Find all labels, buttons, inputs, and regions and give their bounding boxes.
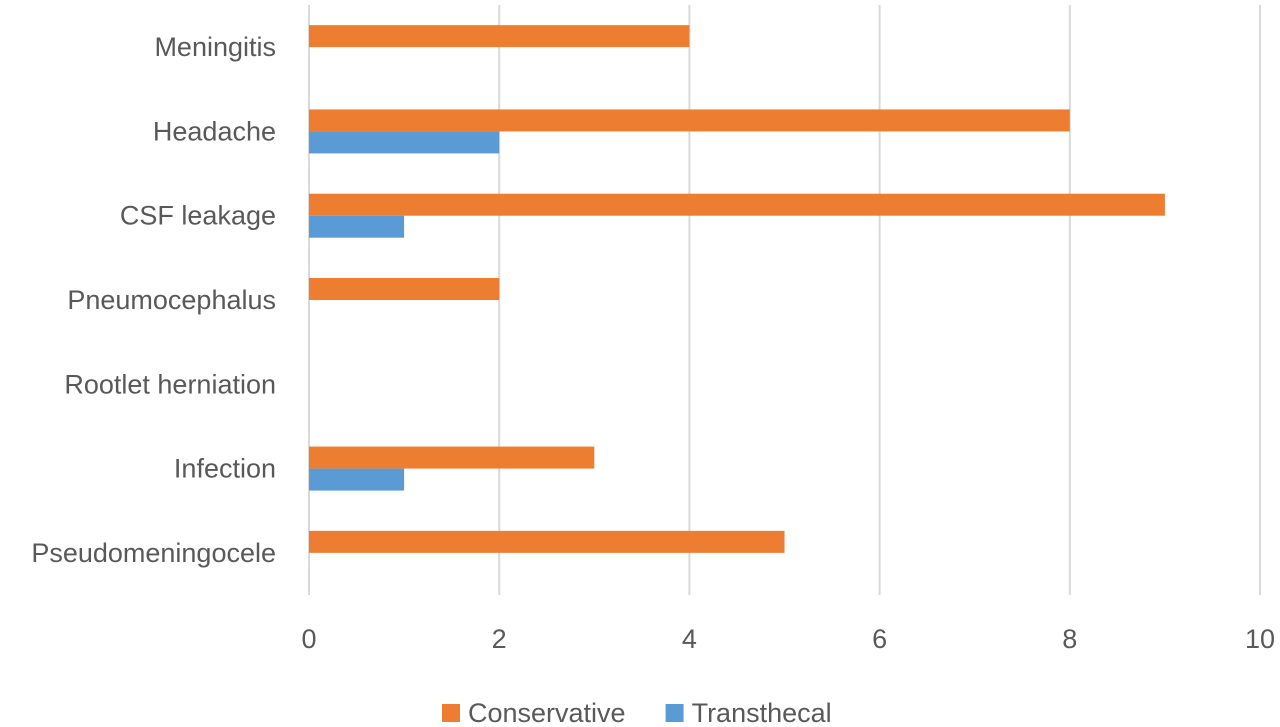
category-labels: Meningitis Headache CSF leakage Pneumocepha… xyxy=(31,32,276,568)
category-label: Pseudomeningocele xyxy=(31,538,276,568)
bar-transthecal-headache xyxy=(309,131,500,154)
legend-swatch-conservative xyxy=(442,704,460,722)
bar-conservative-pneumocephalus xyxy=(309,278,500,300)
bar-transthecal-infection xyxy=(309,468,405,491)
x-tick-label: 0 xyxy=(301,624,316,654)
gridlines xyxy=(308,5,1261,595)
category-label: Infection xyxy=(174,454,276,484)
legend-label: Transthecal xyxy=(692,698,832,727)
bar-conservative-headache xyxy=(309,109,1070,132)
bar-conservative-pseudomeningocele xyxy=(309,530,785,553)
x-tick-labels: 0 2 4 6 8 10 xyxy=(301,624,1275,654)
bar-conservative-meningitis xyxy=(309,25,690,48)
category-label: Meningitis xyxy=(154,32,276,62)
x-tick-label: 8 xyxy=(1062,624,1077,654)
x-tick-label: 4 xyxy=(682,624,697,654)
x-tick-label: 2 xyxy=(492,624,507,654)
category-label: Rootlet herniation xyxy=(64,369,276,399)
x-tick-label: 6 xyxy=(872,624,887,654)
bars xyxy=(309,25,1165,553)
category-label: CSF leakage xyxy=(120,201,276,231)
category-label: Pneumocephalus xyxy=(67,285,276,315)
bar-conservative-csf-leakage xyxy=(309,193,1165,216)
legend: Conservative Transthecal xyxy=(442,698,832,727)
legend-swatch-transthecal xyxy=(665,704,684,722)
bar-conservative-infection xyxy=(309,446,595,469)
category-label: Headache xyxy=(153,116,276,146)
bar-transthecal-csf-leakage xyxy=(309,215,405,238)
legend-label: Conservative xyxy=(468,698,626,727)
x-tick-label: 10 xyxy=(1245,624,1275,654)
